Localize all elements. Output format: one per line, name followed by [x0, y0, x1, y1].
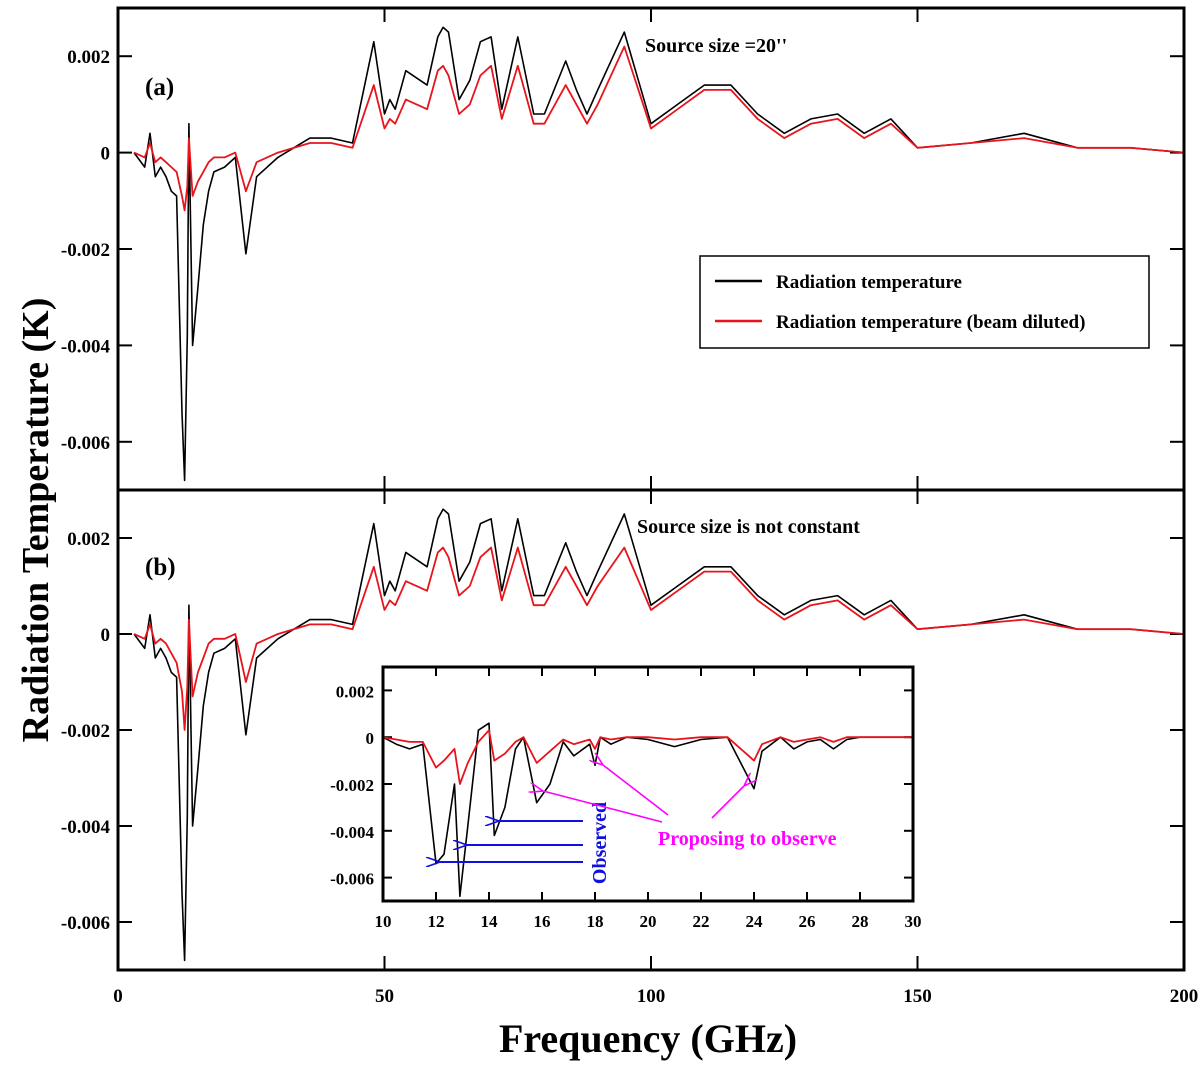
- inset-xtick-label: 26: [799, 912, 816, 931]
- legend: Radiation temperature Radiation temperat…: [699, 255, 1150, 349]
- panel-b-annotation: Source size is not constant: [637, 516, 860, 538]
- proposed-arrow-3: [711, 786, 744, 819]
- b-ytick-label: -0.004: [61, 817, 111, 838]
- a-ytick-label: -0.004: [61, 336, 111, 357]
- b-series-radiation: [133, 508, 1185, 962]
- b-ytick-label: -0.002: [61, 721, 110, 742]
- proposed-arrow-1: [543, 791, 663, 823]
- inset-ytick-label: -0.002: [330, 776, 374, 795]
- a-ytick-label: -0.006: [61, 433, 110, 454]
- legend-label-beam-diluted: Radiation temperature (beam diluted): [776, 312, 1085, 333]
- panel-a-annotation: Source size =20'': [645, 35, 787, 57]
- panel-b-series: [133, 508, 1185, 962]
- panel-a-ticks: 0.002 0 -0.002 -0.004 -0.006: [61, 8, 1185, 490]
- a-series-radiation: [133, 26, 1185, 482]
- inset-xtick-label: 10: [375, 912, 392, 931]
- inset-xtick-label: 12: [428, 912, 445, 931]
- inset-xtick-label: 30: [905, 912, 922, 931]
- b-ytick-label: 0.002: [67, 529, 110, 550]
- b-xtick-label: 100: [637, 986, 666, 1007]
- y-axis-label: Radiation Temperature (K): [15, 298, 57, 743]
- inset-background: [383, 667, 913, 901]
- panel-a-series: [133, 26, 1185, 482]
- inset-xtick-label: 14: [481, 912, 499, 931]
- panel-a: 0.002 0 -0.002 -0.004 -0.006 (a) Source size…: [61, 6, 1186, 492]
- legend-label-radiation: Radiation temperature: [776, 272, 962, 293]
- b-xtick-label: 50: [375, 986, 394, 1007]
- b-series-beam-diluted: [133, 546, 1185, 731]
- inset-ytick-label: 0: [366, 729, 375, 748]
- a-ytick-label: -0.002: [61, 240, 110, 261]
- a-ytick-label: 0.002: [67, 47, 110, 68]
- b-xtick-label: 0: [113, 986, 123, 1007]
- b-xtick-label: 150: [903, 986, 932, 1007]
- b-xtick-label: 200: [1170, 986, 1199, 1007]
- b-ytick-label: 0: [101, 625, 111, 646]
- legend-box: [699, 255, 1150, 349]
- inset-series-beam-diluted: [382, 729, 913, 785]
- panel-b-label: (b): [145, 554, 176, 581]
- inset-xtick-label: 16: [534, 912, 551, 931]
- inset-series-radiation: [382, 722, 913, 898]
- inset-xtick-label: 18: [587, 912, 604, 931]
- a-series-beam-diluted: [133, 45, 1185, 212]
- a-ytick-label: 0: [101, 144, 111, 165]
- panel-b-frame: [116, 488, 1186, 972]
- inset-panel: 0.002 0 -0.002 -0.004 -0.006 10 12 14 16 18 20 22 24…: [330, 665, 922, 931]
- inset-ytick-label: -0.004: [330, 823, 374, 842]
- panel-a-frame: [116, 6, 1186, 492]
- inset-xtick-label: 22: [693, 912, 710, 931]
- proposed-label: Proposing to observe: [658, 828, 837, 850]
- inset-series: [382, 722, 913, 898]
- b-ytick-label: -0.006: [61, 913, 110, 934]
- inset-ytick-label: -0.006: [330, 870, 374, 889]
- inset-xtick-label: 20: [640, 912, 657, 931]
- inset-xtick-label: 24: [746, 912, 764, 931]
- inset-ytick-label: 0.002: [336, 682, 374, 701]
- inset-frame: [381, 665, 915, 903]
- x-axis-label: Frequency (GHz): [499, 1016, 797, 1061]
- proposed-arrow-2: [603, 765, 669, 816]
- inset-xtick-label: 28: [852, 912, 869, 931]
- panel-a-label: (a): [145, 74, 174, 101]
- observed-label: Observed: [589, 802, 611, 884]
